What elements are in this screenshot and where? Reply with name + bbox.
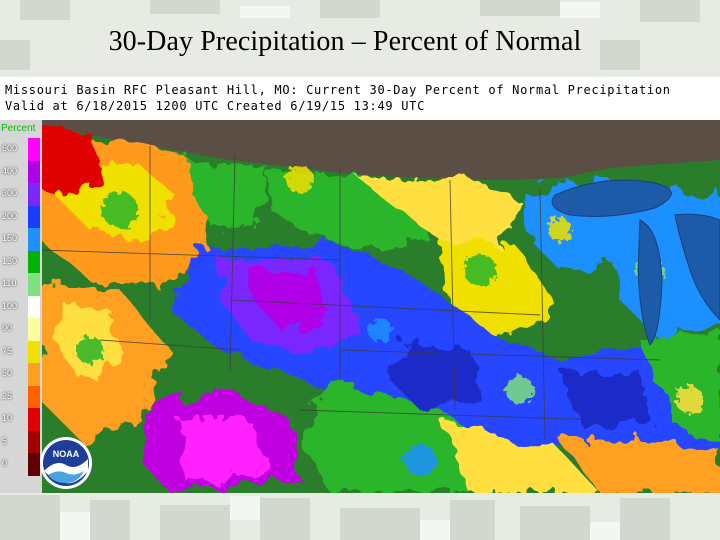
map-header: Missouri Basin RFC Pleasant Hill, MO: Cu… — [0, 77, 720, 120]
legend-label: 300 — [2, 188, 18, 199]
legend-swatch — [28, 363, 40, 386]
legend-label: 10 — [2, 413, 13, 424]
map-header-valid-time: Valid at 6/18/2015 1200 UTC Created 6/19… — [5, 99, 426, 113]
legend-swatch — [28, 250, 40, 273]
legend-swatch — [28, 385, 40, 408]
legend-label: 5 — [2, 435, 8, 446]
legend-swatch — [28, 273, 40, 296]
legend: Percent 600 400 300 200 150 130 110 100 90 75 50 25… — [0, 120, 42, 493]
legend-label: 110 — [2, 278, 17, 289]
legend-label: 0 — [2, 458, 8, 469]
legend-label: 200 — [2, 210, 18, 221]
legend-swatch — [28, 318, 40, 341]
noaa-logo-text: NOAA — [53, 449, 80, 459]
legend-label: 90 — [2, 323, 13, 334]
noaa-logo: NOAA — [40, 437, 92, 489]
legend-swatch — [28, 138, 40, 161]
legend-swatch — [28, 408, 40, 431]
legend-label: 25 — [2, 390, 13, 401]
legend-swatch — [28, 453, 40, 476]
precipitation-map — [0, 120, 720, 493]
legend-swatch — [28, 183, 40, 206]
precipitation-map-panel: Missouri Basin RFC Pleasant Hill, MO: Cu… — [0, 77, 720, 493]
legend-swatch — [28, 295, 40, 318]
slide-title: 30-Day Precipitation – Percent of Normal — [108, 26, 582, 57]
legend-label: 75 — [2, 345, 13, 356]
map-header-title: Missouri Basin RFC Pleasant Hill, MO: Cu… — [5, 83, 671, 97]
legend-label: 600 — [2, 143, 18, 154]
legend-swatch — [28, 205, 40, 228]
legend-swatch — [28, 228, 40, 251]
legend-swatch — [28, 340, 40, 363]
legend-label: 150 — [2, 233, 18, 244]
legend-label: 50 — [2, 368, 13, 379]
legend-label: 100 — [2, 300, 18, 311]
legend-swatch — [28, 430, 40, 453]
legend-swatch — [28, 160, 40, 183]
legend-label: 400 — [2, 165, 18, 176]
legend-title: Percent — [1, 123, 36, 134]
legend-label: 130 — [2, 255, 18, 266]
